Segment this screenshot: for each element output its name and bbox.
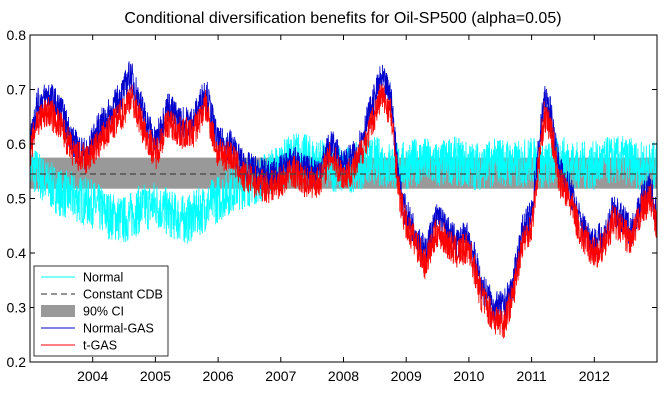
y-tick-label: 0.6: [7, 136, 27, 152]
y-tick-label: 0.5: [7, 191, 27, 207]
x-tick-label: 2010: [453, 368, 484, 384]
x-tick-label: 2004: [77, 368, 108, 384]
y-tick-label: 0.4: [7, 245, 27, 261]
legend-entry-90-ci-swatch: [41, 305, 75, 317]
legend-entry-normal-gas-label: Normal-GAS: [83, 322, 154, 336]
series-line-t-gas: [29, 83, 658, 339]
y-tick-label: 0.3: [7, 300, 27, 316]
y-tick-label: 0.7: [7, 82, 27, 98]
x-tick-label: 2007: [265, 368, 296, 384]
legend-entry-90-ci-label: 90% CI: [83, 305, 124, 319]
x-tick-label: 2005: [140, 368, 171, 384]
x-tick-label: 2012: [579, 368, 610, 384]
y-tick-label: 0.8: [7, 27, 27, 43]
x-tick-label: 2006: [203, 368, 234, 384]
legend-entry-constant-cdb-label: Constant CDB: [83, 288, 163, 302]
x-tick-label: 2008: [328, 368, 359, 384]
chart-title: Conditional diversification benefits for…: [124, 10, 561, 27]
x-tick-label: 2011: [517, 368, 547, 384]
x-tick-label: 2009: [391, 368, 422, 384]
legend-entry-t-gas-label: t-GAS: [83, 339, 117, 353]
y-tick-label: 0.2: [7, 354, 27, 370]
legend-entry-normal-label: Normal: [83, 271, 123, 285]
